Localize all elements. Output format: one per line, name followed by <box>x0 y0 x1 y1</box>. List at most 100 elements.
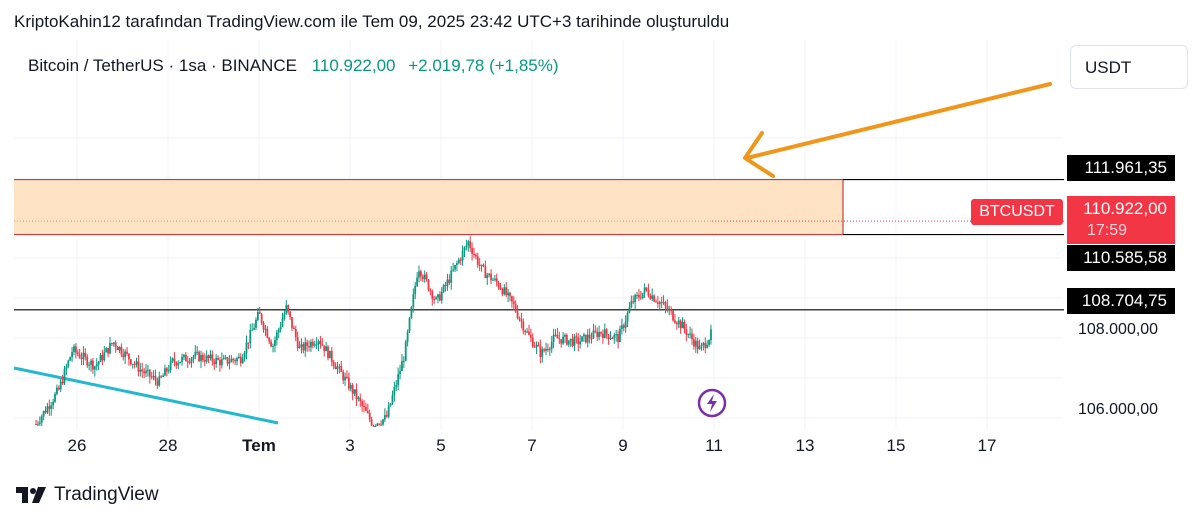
candle-body <box>129 359 132 365</box>
candle-body <box>205 355 208 362</box>
candle-body <box>395 384 398 387</box>
candle-body <box>285 305 288 314</box>
candle-body <box>154 375 157 381</box>
candle-body <box>291 316 293 328</box>
candle-body <box>329 350 331 359</box>
candle-body <box>507 292 510 296</box>
price-chart[interactable] <box>0 40 1200 470</box>
candle-body <box>586 334 589 343</box>
candle-body <box>247 342 250 344</box>
candle-body <box>577 337 580 345</box>
candle-body <box>638 294 640 298</box>
candle-body <box>48 406 51 409</box>
candle-body <box>560 339 563 344</box>
candle-body <box>336 367 339 370</box>
candle-body <box>42 411 45 417</box>
candle-body <box>209 354 212 359</box>
bar-countdown: 17:59 <box>1086 222 1127 239</box>
price-tag-zone-bottom: 110.585,58 <box>1067 245 1175 271</box>
candle-body <box>446 279 449 286</box>
candle-body <box>114 342 117 348</box>
candle-body <box>583 334 585 337</box>
candle-body <box>177 363 180 366</box>
candle-body <box>317 341 320 345</box>
candle-body <box>54 393 56 402</box>
candle-body <box>539 346 542 358</box>
y-tick-label: 108.000,00 <box>1078 321 1159 338</box>
symbol-tag: BTCUSDT <box>971 199 1063 225</box>
candle-body <box>520 319 523 322</box>
candle-body <box>469 241 472 249</box>
candle-body <box>429 290 432 292</box>
y-tick-label: 106.000,00 <box>1078 401 1159 418</box>
currency-unit-button[interactable]: USDT <box>1070 45 1188 89</box>
candle-body <box>283 313 286 319</box>
annotation-arrow-head <box>743 131 775 178</box>
candle-body <box>346 376 348 378</box>
candle-body <box>349 385 352 389</box>
candle-body <box>435 297 437 299</box>
candle-body <box>397 374 400 385</box>
candle-body <box>275 332 278 341</box>
candle-body <box>76 352 79 355</box>
chart-area[interactable] <box>0 40 1200 470</box>
candle-body <box>465 245 468 248</box>
candle-body <box>190 358 193 363</box>
candle-body <box>382 419 384 425</box>
candle-body <box>304 342 307 351</box>
candle-body <box>579 341 582 345</box>
candle-body <box>552 334 555 342</box>
candle-body <box>251 329 254 331</box>
chart-legend: Bitcoin / TetherUS · 1sa · BINANCE 110.9… <box>28 56 559 76</box>
candle-body <box>588 334 591 339</box>
candle-body <box>169 360 172 371</box>
candle-body <box>105 348 108 353</box>
candle-body <box>368 412 371 420</box>
candle-body <box>245 342 248 354</box>
candle-body <box>347 377 350 389</box>
candle-body <box>255 319 257 328</box>
candle-body <box>92 360 94 370</box>
candle-body <box>213 361 216 365</box>
candle-body <box>391 395 394 404</box>
candle-body <box>363 405 365 408</box>
candle-body <box>647 289 650 296</box>
candle-body <box>215 358 218 365</box>
candle-body <box>126 351 128 354</box>
candle-body <box>300 344 303 347</box>
candle-body <box>211 354 214 362</box>
candle-body <box>192 356 195 359</box>
x-tick-label: 15 <box>886 436 906 455</box>
candle-body <box>310 341 312 348</box>
candle-body <box>65 366 68 370</box>
candle-body <box>615 334 618 336</box>
tradingview-brand[interactable]: TradingView <box>16 482 159 508</box>
candle-body <box>232 358 235 361</box>
candle-body <box>380 424 382 426</box>
candle-body <box>183 354 185 357</box>
candle-body <box>264 328 267 330</box>
candle-body <box>133 363 136 365</box>
candle-body <box>626 312 629 322</box>
candle-body <box>425 274 428 280</box>
candle-body <box>99 354 102 362</box>
candle-body <box>287 305 290 312</box>
candle-body <box>670 309 673 312</box>
candle-body <box>613 334 616 339</box>
candle-body <box>44 411 47 413</box>
candle-body <box>128 353 130 360</box>
candle-body <box>503 287 506 295</box>
candle-body <box>175 362 178 366</box>
candle-body <box>200 354 202 362</box>
candle-body <box>370 419 373 426</box>
candle-body <box>109 343 111 354</box>
candle-body <box>222 357 225 360</box>
candle-body <box>383 415 386 420</box>
candle-body <box>619 328 621 342</box>
lightning-event-icon[interactable] <box>697 388 727 418</box>
candle-body <box>522 321 525 331</box>
candle-body <box>518 317 521 320</box>
candle-body <box>492 279 494 281</box>
candle-body <box>239 356 242 364</box>
candle-body <box>452 269 455 271</box>
